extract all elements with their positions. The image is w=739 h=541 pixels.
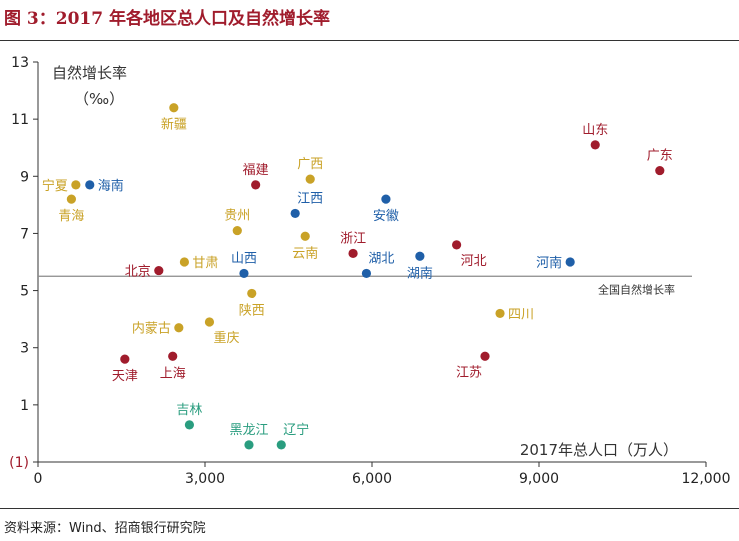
data-point <box>495 308 505 319</box>
point-label: 河南 <box>536 255 562 271</box>
y-axis-unit: （‰） <box>74 90 124 108</box>
data-point <box>120 354 130 364</box>
data-point <box>154 265 164 276</box>
x-tick-label: 3,000 <box>185 471 225 487</box>
point-label: 北京 <box>125 265 151 280</box>
data-point <box>452 240 462 250</box>
y-axis-title: 自然增长率 <box>52 64 127 82</box>
point-label: 辽宁 <box>283 422 309 438</box>
point-label: 福建 <box>243 163 269 178</box>
data-point <box>276 440 286 450</box>
data-point <box>169 103 179 113</box>
bottom-rule <box>0 508 739 509</box>
x-tick-label: 0 <box>34 471 43 487</box>
point-label: 甘肃 <box>192 256 218 271</box>
y-tick-label: 5 <box>20 284 29 300</box>
point-label: 云南 <box>292 245 318 261</box>
point-label: 新疆 <box>161 117 187 133</box>
y-tick-label: 9 <box>20 169 29 185</box>
data-point <box>184 420 195 430</box>
point-label: 广东 <box>647 149 673 164</box>
data-point <box>232 225 242 236</box>
point-label: 黑龙江 <box>229 423 268 438</box>
source-note: 资料来源：Wind、招商银行研究院 <box>4 521 206 536</box>
data-point <box>71 180 81 190</box>
data-point <box>348 248 358 259</box>
y-tick-label: 11 <box>11 112 29 128</box>
data-point <box>381 194 391 204</box>
axis-labels: 自然增长率 （‰） 2017年总人口（万人） <box>52 64 678 459</box>
point-label: 江苏 <box>456 364 482 380</box>
point-label: 上海 <box>160 366 186 381</box>
data-point <box>204 317 215 327</box>
point-label: 宁夏 <box>42 178 68 194</box>
y-tick-label: (1) <box>9 455 29 471</box>
point-label: 浙江 <box>340 231 366 246</box>
data-point <box>174 323 184 333</box>
point-label: 吉林 <box>176 403 202 418</box>
data-point <box>300 231 310 241</box>
data-point <box>415 251 425 261</box>
point-label: 安徽 <box>373 209 399 224</box>
data-point <box>179 257 190 267</box>
data-point <box>590 140 600 150</box>
x-tick-label: 6,000 <box>352 471 392 487</box>
point-label: 陕西 <box>239 303 265 318</box>
point-label: 山西 <box>231 251 257 266</box>
data-point <box>247 288 257 299</box>
point-label: 青海 <box>58 209 84 224</box>
data-point <box>290 208 300 219</box>
x-axis-title: 2017年总人口（万人） <box>520 441 678 459</box>
point-label: 湖北 <box>368 251 394 266</box>
data-point <box>361 268 372 279</box>
data-point <box>565 257 575 267</box>
point-label: 贵州 <box>224 209 250 224</box>
data-point <box>244 440 254 450</box>
x-tick-label: 12,000 <box>682 471 731 487</box>
data-point <box>480 351 490 361</box>
figure-title: 图 3：2017 年各地区总人口及自然增长率 <box>4 9 330 29</box>
reference-line-label: 全国自然增长率 <box>598 282 675 296</box>
data-point <box>85 180 95 190</box>
point-label: 山东 <box>582 123 608 138</box>
point-label: 河北 <box>461 254 487 269</box>
data-point <box>305 174 315 184</box>
data-point <box>66 194 76 204</box>
point-label: 江西 <box>297 191 323 206</box>
point-label: 重庆 <box>213 330 239 346</box>
x-tick-label: 9,000 <box>519 471 559 487</box>
y-tick-label: 13 <box>11 55 29 71</box>
y-tick-label: 3 <box>20 341 29 357</box>
y-tick-label: 1 <box>20 398 29 414</box>
data-point <box>168 351 178 361</box>
data-point <box>655 165 665 176</box>
point-label: 天津 <box>112 369 138 384</box>
y-tick-label: 7 <box>20 226 29 242</box>
point-label: 海南 <box>98 178 124 194</box>
top-rule <box>0 40 739 41</box>
point-label: 四川 <box>508 307 534 322</box>
point-label: 内蒙古 <box>132 321 171 337</box>
point-label: 湖南 <box>407 265 433 281</box>
data-point <box>251 180 261 190</box>
data-point <box>239 268 249 279</box>
point-label: 广西 <box>297 157 323 172</box>
